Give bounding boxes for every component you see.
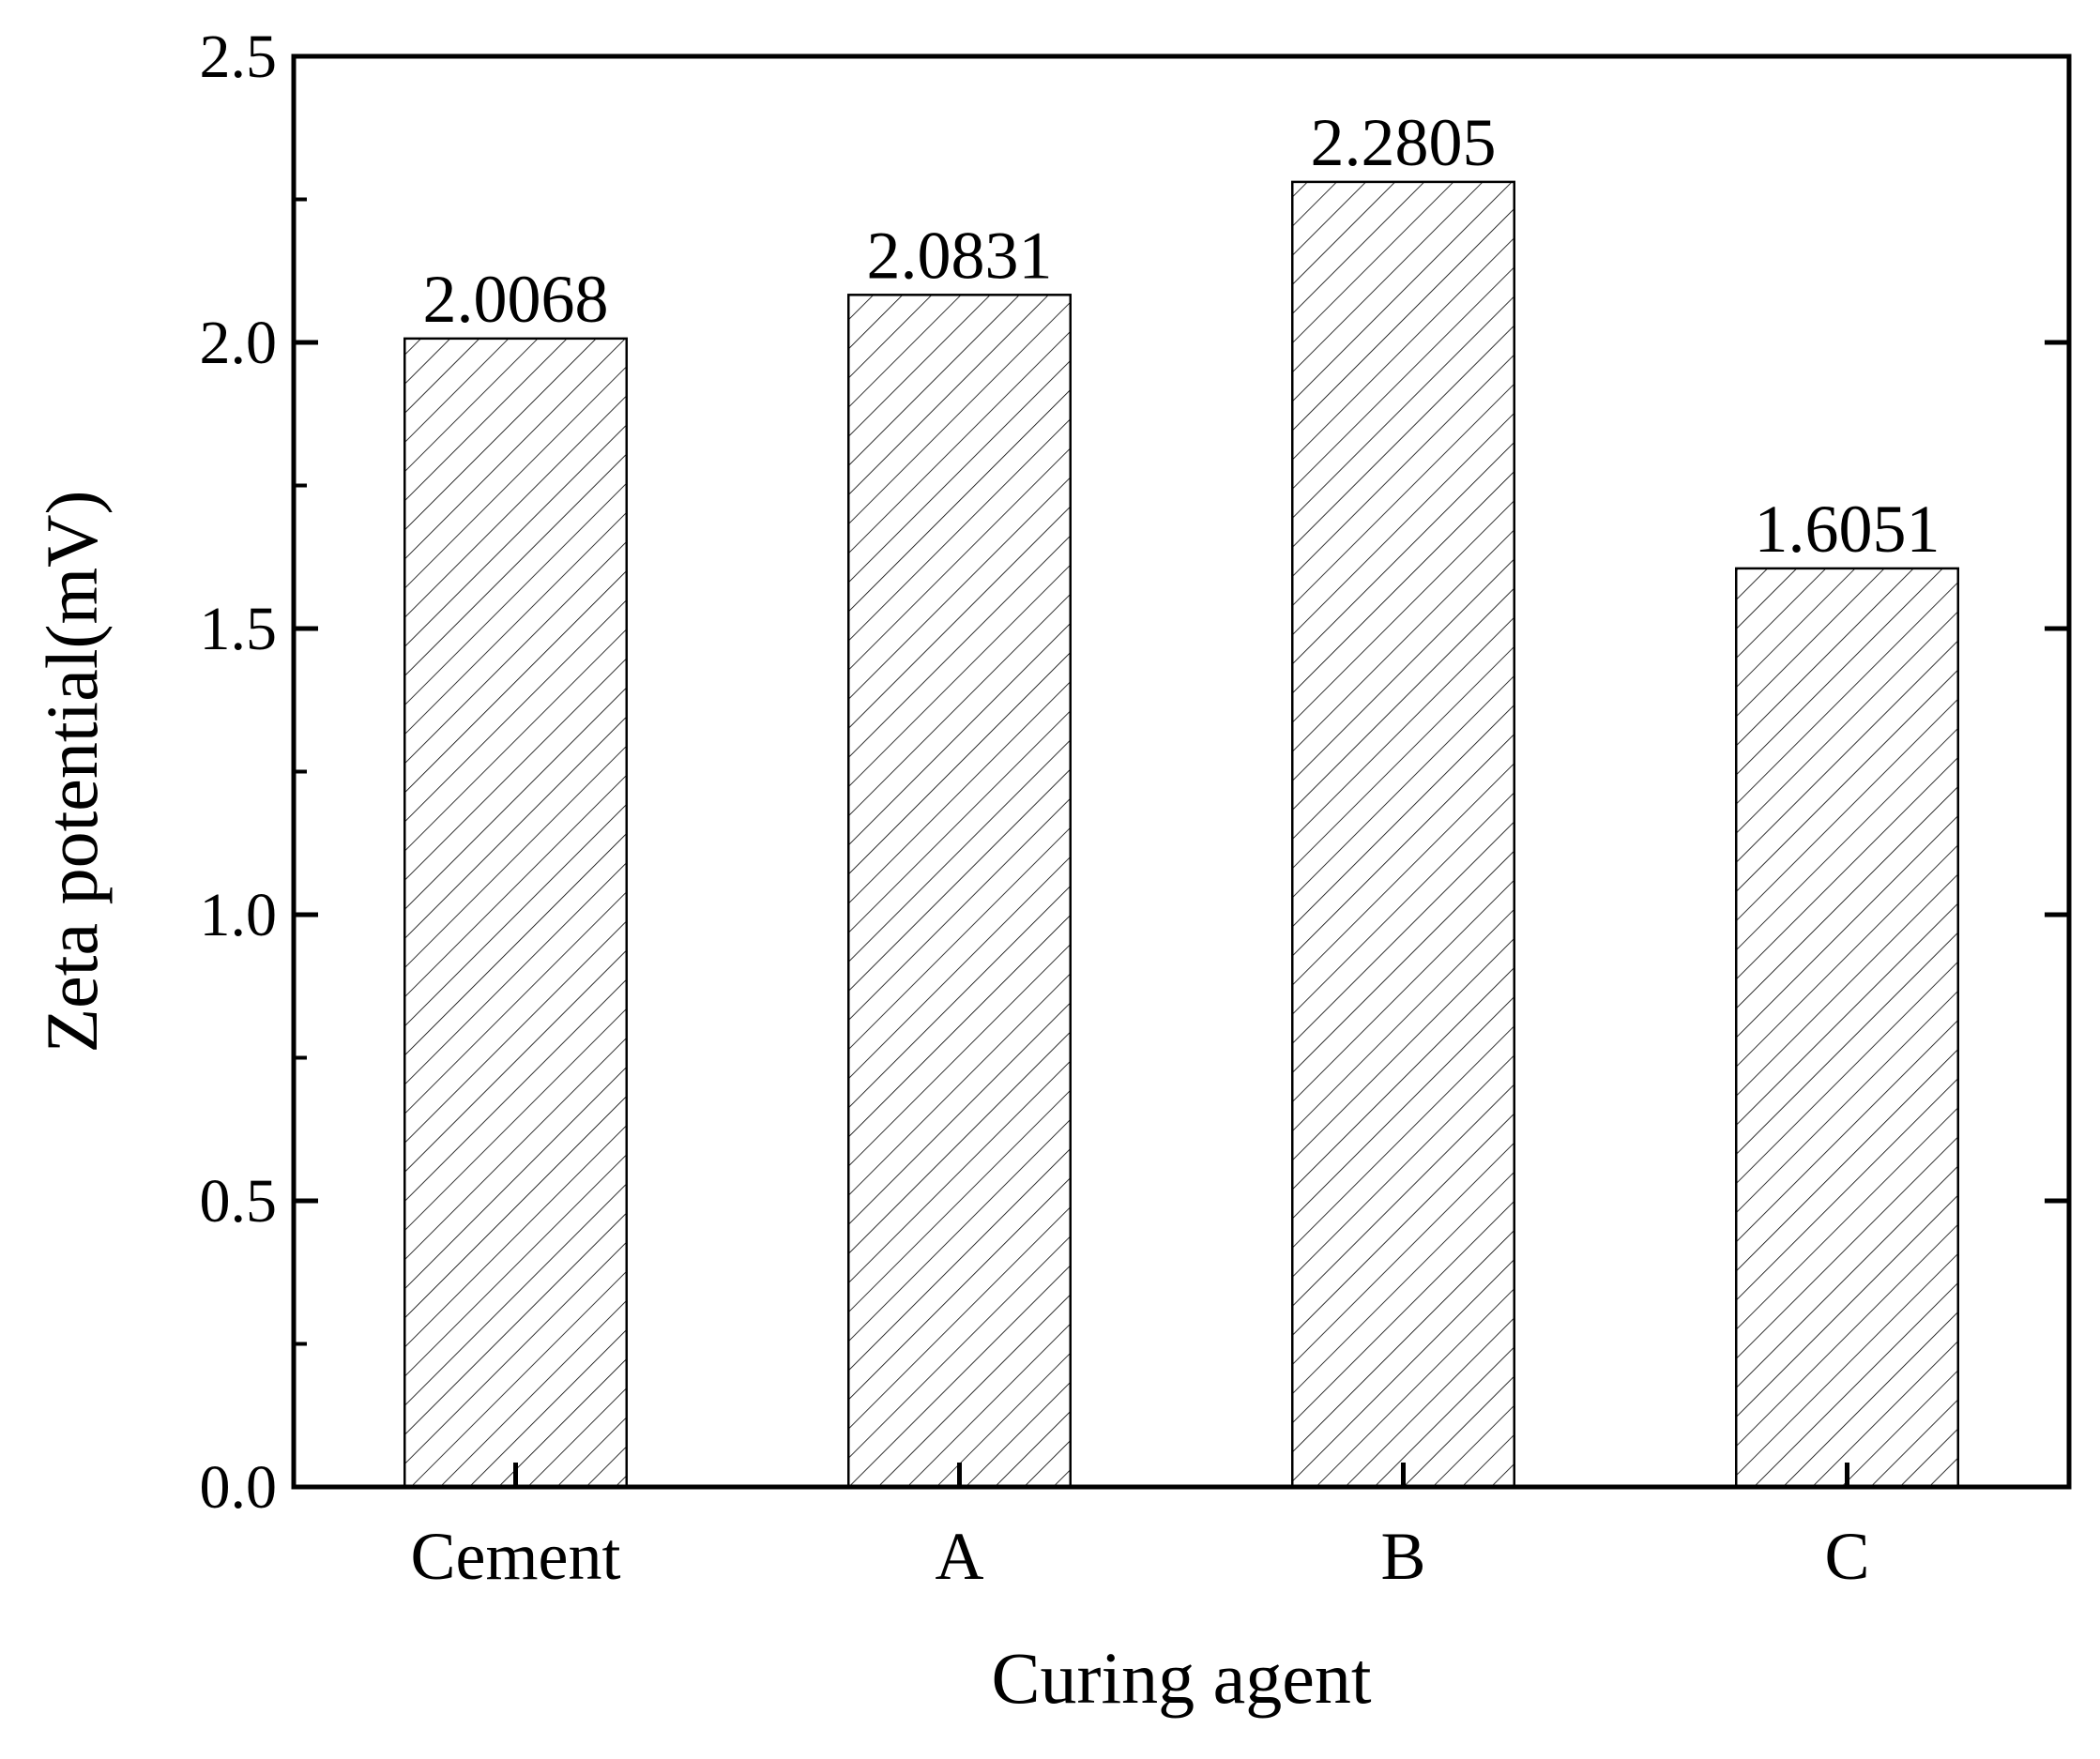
axes-layer bbox=[291, 53, 2072, 1490]
plot-frame bbox=[291, 53, 2072, 1490]
bar-b bbox=[1291, 180, 1515, 1489]
labels-layer: Curing agent Zeta potential(mV) 2.0068 Ce… bbox=[31, 23, 1940, 1719]
x-tick-label-c: C bbox=[1824, 1519, 1869, 1594]
data-label-c: 1.6051 bbox=[1755, 492, 1940, 567]
x-tick-label-b: B bbox=[1380, 1519, 1425, 1594]
bar-cement bbox=[403, 337, 628, 1489]
y-tick-label: 0.5 bbox=[200, 1167, 278, 1236]
data-label-cement: 2.0068 bbox=[423, 262, 609, 337]
y-tick-label: 0.0 bbox=[200, 1453, 278, 1522]
y-tick-label: 2.0 bbox=[200, 309, 278, 377]
x-tick-label-cement: Cement bbox=[411, 1519, 621, 1594]
x-axis-title: Curing agent bbox=[991, 1637, 1371, 1719]
y-axis-title: Zeta potential(mV) bbox=[31, 491, 113, 1054]
bar-a bbox=[847, 294, 1072, 1489]
data-label-a: 2.0831 bbox=[867, 218, 1053, 293]
bars-layer bbox=[403, 180, 1959, 1489]
y-tick-label: 1.0 bbox=[200, 881, 278, 949]
y-tick-label: 1.5 bbox=[200, 595, 278, 663]
y-tick-label: 2.5 bbox=[200, 23, 278, 91]
bar-c bbox=[1735, 567, 1959, 1489]
data-label-b: 2.2805 bbox=[1311, 105, 1497, 180]
x-tick-label-a: A bbox=[936, 1519, 984, 1594]
